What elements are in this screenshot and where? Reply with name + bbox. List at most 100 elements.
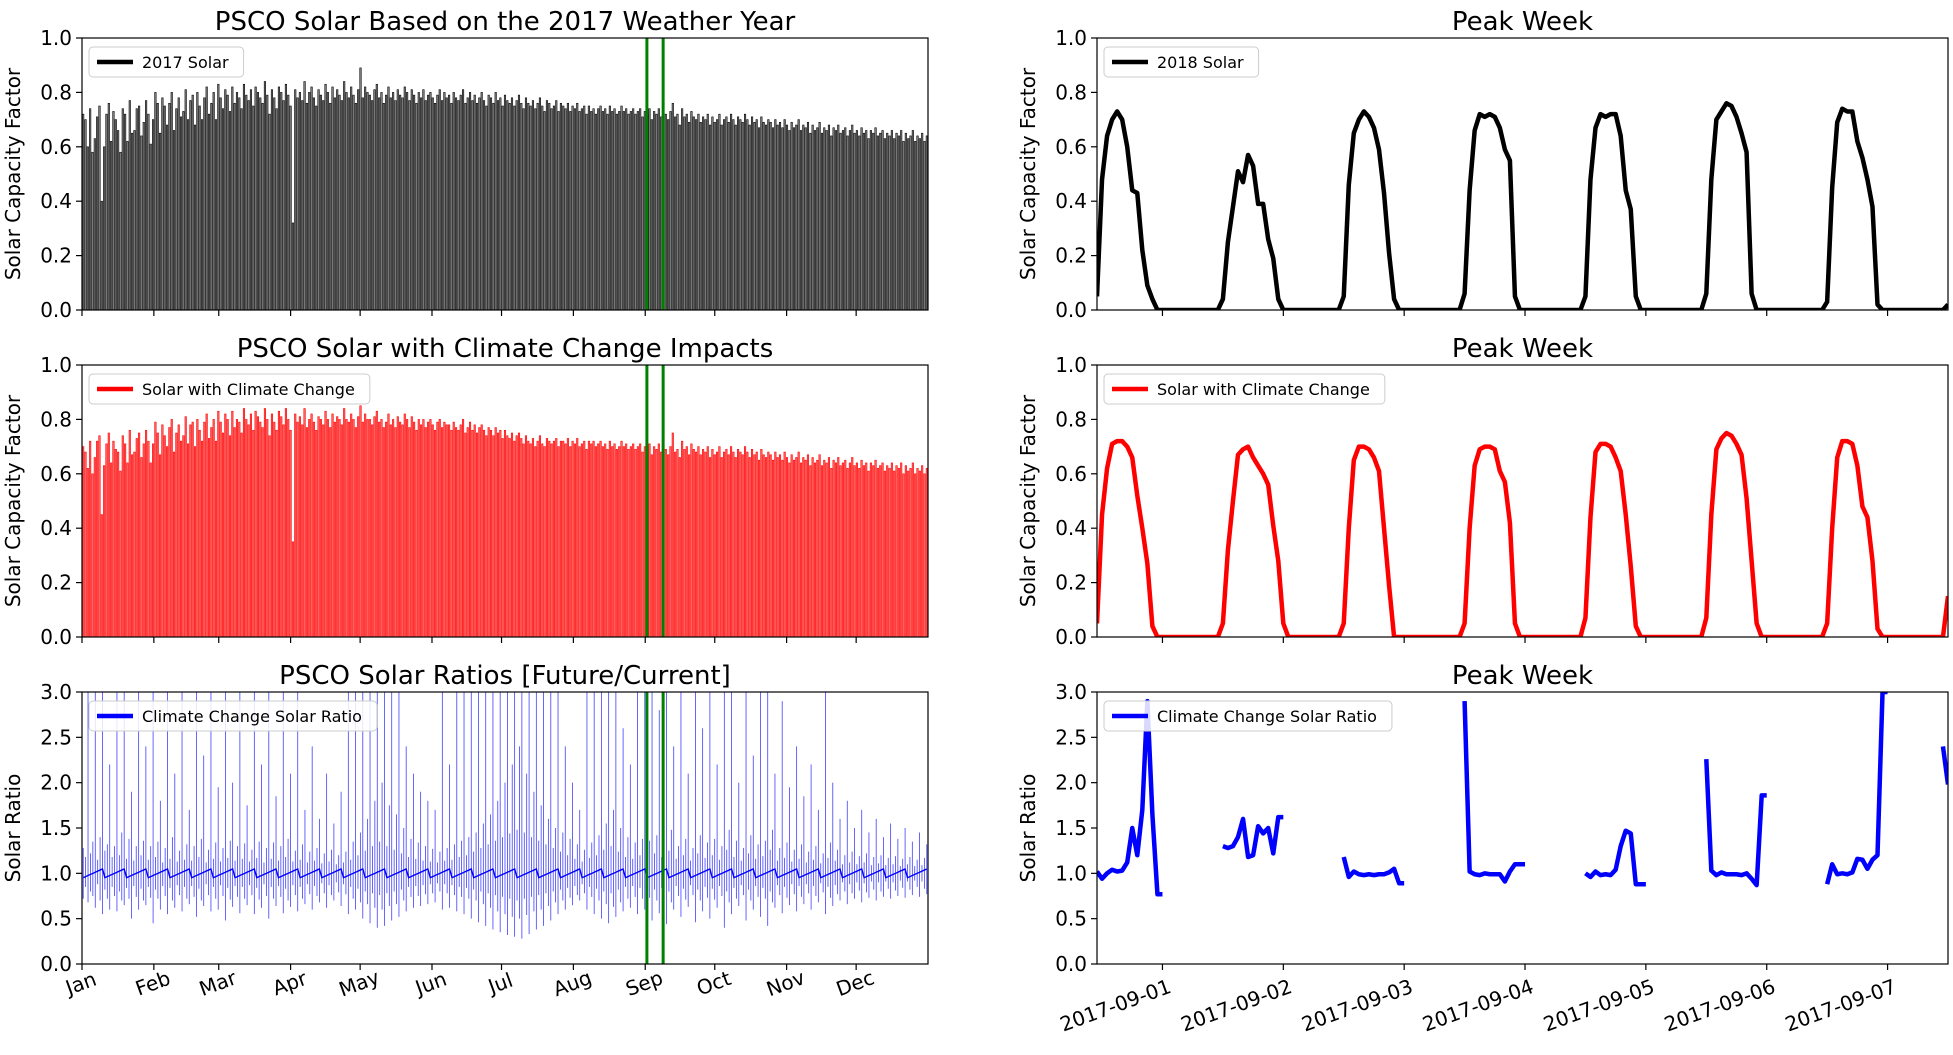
bar-day-117 — [352, 94, 355, 310]
bar-day-151 — [431, 97, 434, 310]
bar-day-315 — [813, 130, 817, 310]
bar-day-220 — [592, 108, 595, 310]
bar-day-16 — [117, 130, 120, 310]
bar-day-230 — [615, 449, 618, 637]
bar-day-313 — [809, 132, 812, 310]
bar-day-11 — [105, 443, 108, 637]
bar-day-363 — [925, 135, 928, 310]
bar-day-49 — [193, 446, 197, 637]
bar-day-160 — [452, 92, 455, 310]
bar-day-90 — [289, 429, 292, 637]
bar-day-241 — [641, 116, 644, 310]
bar-day-267 — [702, 116, 705, 310]
bar-day-11 — [105, 113, 108, 310]
bar-day-107 — [329, 102, 332, 310]
y-tick-label: 2.5 — [1055, 725, 1087, 749]
bar-day-182 — [503, 94, 507, 310]
bar-day-297 — [771, 127, 775, 310]
bar-day-46 — [187, 443, 190, 637]
bar-day-300 — [778, 122, 782, 310]
bar-day-80 — [266, 419, 269, 637]
bar-day-112 — [340, 100, 343, 310]
bar-day-45 — [184, 416, 187, 637]
bar-day-292 — [760, 116, 763, 310]
bar-day-224 — [601, 111, 604, 310]
bar-day-316 — [816, 127, 819, 310]
bar-day-97 — [305, 427, 308, 637]
bar-day-130 — [382, 427, 385, 637]
bar-day-30 — [149, 462, 152, 637]
bar-day-197 — [538, 435, 542, 637]
bar-day-306 — [792, 127, 796, 310]
bar-day-93 — [296, 421, 299, 637]
bar-day-33 — [156, 102, 159, 310]
bar-day-355 — [907, 470, 910, 637]
bar-day-340 — [872, 132, 875, 310]
bar-day-129 — [380, 92, 383, 310]
bar-day-172 — [480, 424, 483, 637]
y-axis-label: Solar Capacity Factor — [1, 67, 25, 280]
bar-day-101 — [315, 105, 318, 310]
bar-day-222 — [597, 443, 600, 637]
bar-day-83 — [273, 421, 276, 637]
bar-day-323 — [832, 459, 835, 637]
bar-day-187 — [515, 100, 518, 310]
bar-day-15 — [114, 449, 117, 637]
bar-day-18 — [121, 108, 124, 310]
bar-day-284 — [741, 122, 744, 310]
bar-day-191 — [524, 97, 528, 310]
x-tick-label: Mar — [196, 965, 240, 1001]
bar-day-228 — [611, 111, 614, 310]
bar-day-257 — [678, 124, 681, 310]
bar-day-262 — [690, 111, 693, 310]
bar-day-294 — [764, 457, 768, 637]
series-line-2 — [1222, 814, 1284, 860]
bar-day-348 — [890, 462, 893, 637]
bar-day-211 — [571, 105, 574, 310]
series-line-7 — [1824, 692, 1888, 885]
bar-day-23 — [133, 130, 136, 310]
bar-day-75 — [254, 410, 257, 637]
bar-day-226 — [606, 449, 609, 637]
y-tick-label: 0.4 — [1055, 189, 1087, 213]
bar-day-218 — [587, 105, 590, 310]
bar-day-305 — [790, 122, 793, 310]
y-tick-label: 0.5 — [40, 907, 72, 931]
bar-day-119 — [357, 416, 360, 637]
bar-day-348 — [890, 130, 893, 310]
bar-day-50 — [196, 419, 199, 637]
bar-day-258 — [681, 108, 684, 310]
bar-day-72 — [247, 424, 250, 637]
bar-day-179 — [496, 100, 500, 310]
bar-day-312 — [806, 454, 810, 637]
bar-day-74 — [252, 105, 255, 310]
bar-day-288 — [750, 116, 754, 310]
bar-day-225 — [604, 108, 607, 310]
x-tick-label: 2017-09-05 — [1540, 974, 1657, 1036]
bar-day-282 — [737, 449, 740, 637]
bar-day-62 — [224, 89, 227, 310]
bar-day-65 — [231, 86, 234, 310]
bar-day-175 — [487, 94, 490, 310]
bar-day-22 — [131, 132, 134, 310]
bar-day-219 — [590, 111, 593, 310]
bar-day-34 — [159, 454, 162, 637]
bar-day-6 — [93, 138, 96, 310]
legend: Solar with Climate Change — [88, 373, 371, 405]
bar-day-186 — [513, 105, 516, 310]
bar-day-151 — [431, 424, 434, 637]
x-tick-label: Sep — [622, 965, 666, 1000]
bar-day-182 — [503, 429, 507, 637]
bar-day-342 — [876, 135, 879, 310]
bar-day-280 — [732, 451, 735, 637]
bar-day-201 — [548, 440, 551, 637]
y-tick-label: 0.4 — [40, 516, 72, 540]
panel-title: Peak Week — [1452, 334, 1593, 364]
bar-day-154 — [438, 419, 441, 637]
bar-day-9 — [100, 514, 103, 637]
bar-day-238 — [634, 113, 637, 310]
bar-day-173 — [482, 429, 486, 637]
bar-day-100 — [312, 97, 315, 310]
bar-day-170 — [475, 102, 479, 310]
